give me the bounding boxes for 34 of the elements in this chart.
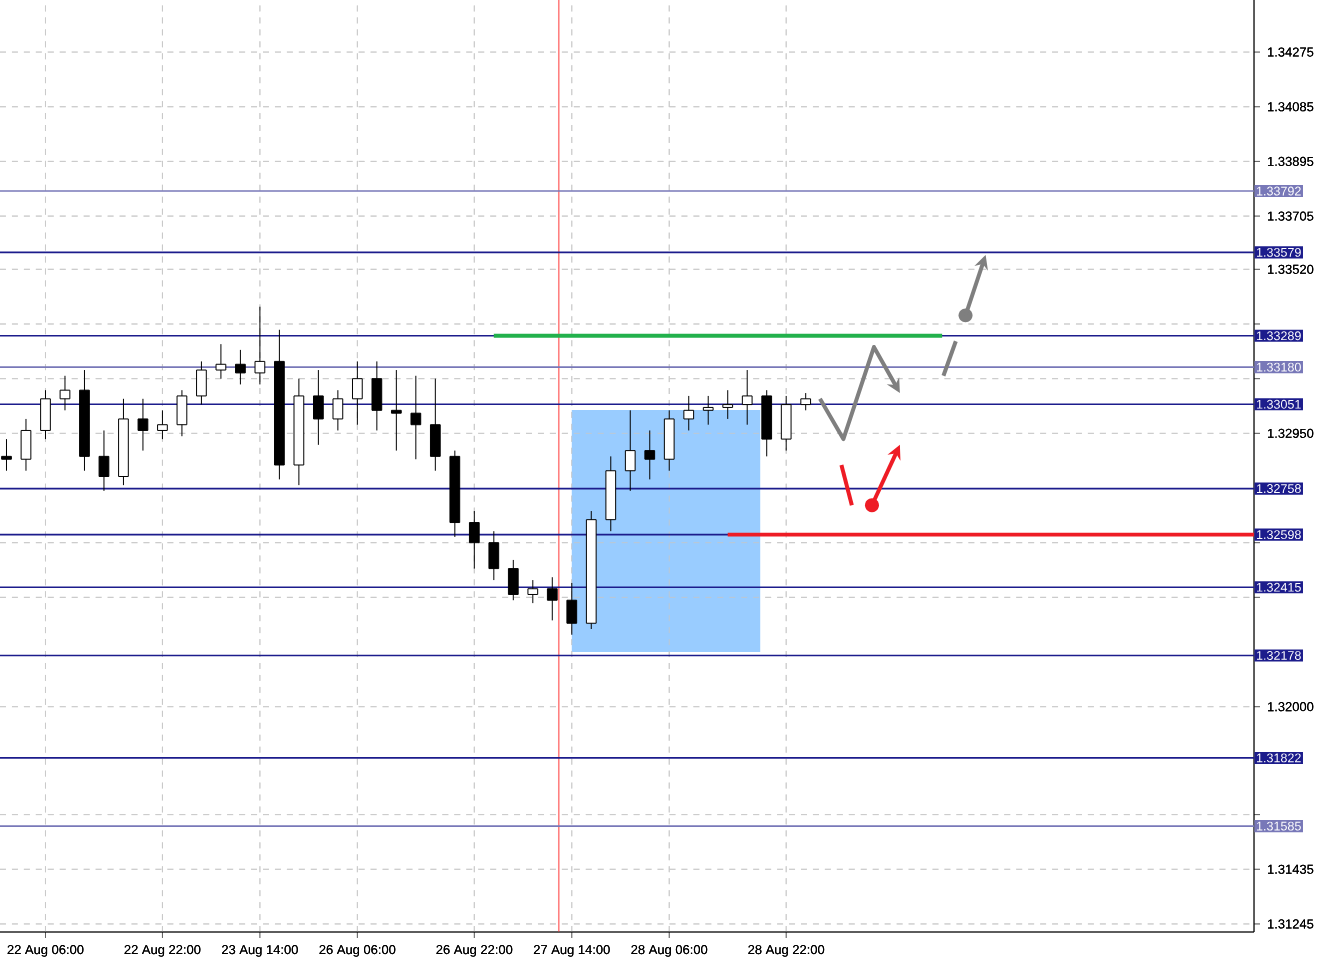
- candlestick: [59, 375, 71, 411]
- candlestick: [722, 389, 734, 420]
- candlestick: [20, 418, 32, 472]
- candlestick: [527, 579, 539, 604]
- candlestick: [351, 360, 363, 426]
- candlestick: [235, 349, 246, 385]
- candlestick: [254, 306, 266, 385]
- candlestick: [546, 576, 558, 621]
- candlestick: [702, 395, 714, 426]
- candlestick: [663, 409, 675, 472]
- candlestick: [98, 429, 110, 492]
- candlestick: [566, 582, 578, 636]
- candlestick: [371, 360, 383, 431]
- candlestick: [624, 409, 636, 492]
- candlestick: [410, 375, 422, 460]
- candlestick: [468, 510, 480, 570]
- candlestick: [157, 409, 168, 440]
- candlestick: [137, 398, 149, 452]
- candlestick: [644, 429, 656, 480]
- candlestick: [741, 369, 753, 426]
- candlestick: [488, 530, 500, 581]
- candlestick: [761, 389, 773, 457]
- candlestick: [40, 389, 51, 440]
- candlestick: [683, 395, 695, 431]
- candlestick: [390, 369, 402, 452]
- candlestick: [429, 378, 441, 472]
- candlestick: [215, 343, 227, 380]
- candlestick: [780, 395, 792, 452]
- candlestick: [313, 369, 324, 446]
- candlestick: [176, 389, 188, 437]
- candlestick: [507, 559, 519, 601]
- candlestick: [196, 360, 207, 406]
- candlestick: [332, 389, 344, 431]
- candlestick: [1, 438, 12, 472]
